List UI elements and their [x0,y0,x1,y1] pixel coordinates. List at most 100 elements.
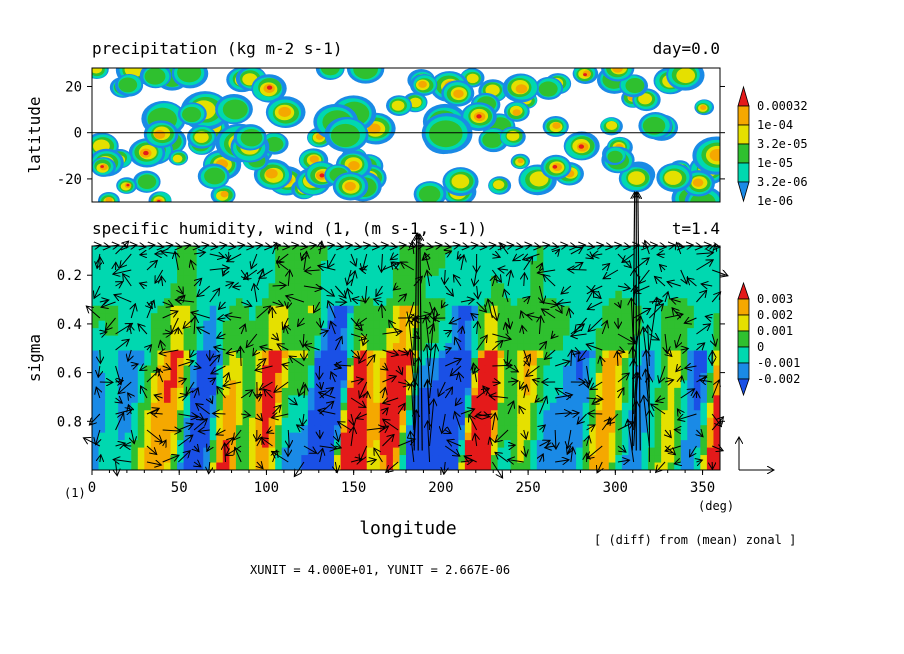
wind-vector [225,315,242,318]
humidity-cell [392,320,401,329]
wind-vector [444,285,453,296]
humidity-cell [510,417,518,426]
humidity-cell [124,417,132,426]
humidity-cell [144,358,152,367]
humidity-cell [451,298,459,307]
humidity-cell [209,425,217,434]
humidity-cell [582,350,590,359]
humidity-cell [275,380,283,389]
humidity-cell [628,455,636,464]
humidity-cell [700,328,708,337]
humidity-cell [124,298,132,307]
wind-vector [539,341,546,351]
humidity-cell [392,290,401,299]
humidity-cell [373,320,381,329]
wind-vector [289,356,305,367]
humidity-cell [536,358,544,367]
humidity-cell [693,305,701,314]
humidity-cell [275,290,283,299]
humidity-cell [360,283,368,292]
humidity-cell [144,313,152,322]
humidity-cell [229,358,237,367]
precip-cell [664,170,682,185]
humidity-cell [229,260,237,269]
humidity-cell [713,358,720,367]
humidity-cell [386,447,394,456]
humidity-cell [687,246,695,255]
humidity-cell [183,268,191,277]
humidity-cell [504,372,512,381]
wind-vector [304,384,305,399]
humidity-cell [621,298,630,307]
humidity-cell [523,290,531,299]
humidity-cell [294,253,302,262]
wind-vector [664,380,674,382]
humidity-cell [654,343,662,352]
humidity-cell [379,402,387,411]
humidity-cell [504,335,512,344]
precip-cell [583,73,587,77]
humidity-cell [484,320,492,329]
precip-cell [265,136,284,152]
humidity-cell [288,402,296,411]
humidity-cell [458,365,466,374]
humidity-cell [510,283,518,292]
humidity-cell [654,455,662,464]
wind-vector [298,317,304,326]
wind-vector [441,302,445,308]
humidity-cell [392,440,401,449]
humidity-cell [281,462,289,470]
humidity-cell [595,372,603,381]
humidity-cell [425,350,433,359]
humidity-cell [105,320,113,329]
humidity-cell [543,402,551,411]
humidity-cell [392,268,401,277]
humidity-cell [242,455,250,464]
humidity-cell [98,402,106,411]
humidity-cell [307,290,316,299]
humidity-cell [170,440,178,449]
humidity-cell [118,387,126,396]
humidity-cell [353,350,361,359]
humidity-cell [602,462,610,470]
humidity-cell [706,410,715,419]
wind-vector [523,257,533,271]
humidity-cell [170,462,178,470]
wind-vector [209,461,210,474]
humidity-cell [118,350,126,359]
humidity-cell [340,432,348,441]
humidity-cell [458,268,466,277]
humidity-cell [340,387,348,396]
humidity-cell [216,380,224,389]
humidity-cell [379,335,387,344]
humidity-cell [92,328,100,337]
humidity-cell [595,275,603,284]
wind-vector [140,283,147,286]
humidity-cell [576,335,584,344]
wind-vector [524,296,530,302]
humidity-cell [98,365,106,374]
humidity-cell [706,387,715,396]
humidity-cell [530,246,538,255]
humidity-cell [425,462,433,470]
humidity-cell [458,305,466,314]
humidity-cell [196,395,204,404]
humidity-cell [451,320,459,329]
humidity-cell [641,372,649,381]
humidity-cell [484,372,492,381]
humidity-cell [504,440,512,449]
humidity-cell [144,455,152,464]
humidity-cell [458,432,466,441]
humidity-cell [406,417,414,426]
humidity-cell [510,260,518,269]
humidity-cell [648,447,656,456]
humidity-cell [589,350,597,359]
humidity-cell [216,253,224,262]
humidity-cell [648,425,656,434]
humidity-cell [229,328,237,337]
wind-vector [711,446,723,451]
wind-vector [319,392,336,399]
humidity-cell [432,275,440,284]
humidity-cell [190,268,198,277]
humidity-cell [288,350,296,359]
